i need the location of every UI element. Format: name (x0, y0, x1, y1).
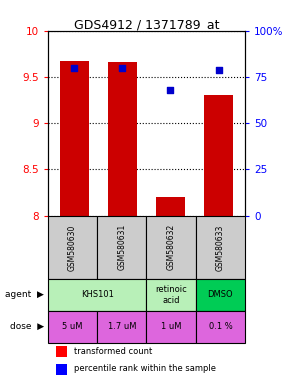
Bar (196, 279, 245, 311)
Point (72, 65, 77, 71)
Text: transformed count: transformed count (75, 347, 153, 356)
Text: agent  ▶: agent ▶ (5, 290, 44, 300)
Text: 1 uM: 1 uM (161, 322, 181, 331)
Bar (56, 364, 67, 374)
Point (168, 87, 173, 93)
Bar (48, 311, 97, 343)
Bar (204, 95, 233, 215)
Text: GSM580633: GSM580633 (216, 224, 225, 270)
Point (216, 66, 221, 73)
Title: GDS4912 / 1371789_at: GDS4912 / 1371789_at (74, 18, 219, 31)
Bar (146, 215, 196, 279)
Bar (48, 279, 146, 311)
Text: 5 uM: 5 uM (62, 322, 83, 331)
Text: GSM580631: GSM580631 (117, 224, 126, 270)
Text: dose  ▶: dose ▶ (10, 322, 44, 331)
Text: 1.7 uM: 1.7 uM (108, 322, 136, 331)
Bar (156, 197, 185, 215)
Text: retinoic
acid: retinoic acid (155, 285, 187, 305)
Bar (97, 311, 146, 343)
Bar (48, 215, 97, 279)
Text: 0.1 %: 0.1 % (209, 322, 232, 331)
Bar (108, 62, 137, 215)
Bar (146, 279, 196, 311)
Point (120, 65, 125, 71)
Bar (56, 346, 67, 357)
Text: KHS101: KHS101 (81, 290, 114, 300)
Bar (60, 61, 89, 215)
Bar (196, 215, 245, 279)
Text: GSM580630: GSM580630 (68, 224, 77, 270)
Bar (146, 311, 196, 343)
Bar (196, 311, 245, 343)
Text: percentile rank within the sample: percentile rank within the sample (75, 364, 216, 373)
Bar (97, 215, 146, 279)
Text: DMSO: DMSO (208, 290, 233, 300)
Text: GSM580632: GSM580632 (166, 224, 176, 270)
